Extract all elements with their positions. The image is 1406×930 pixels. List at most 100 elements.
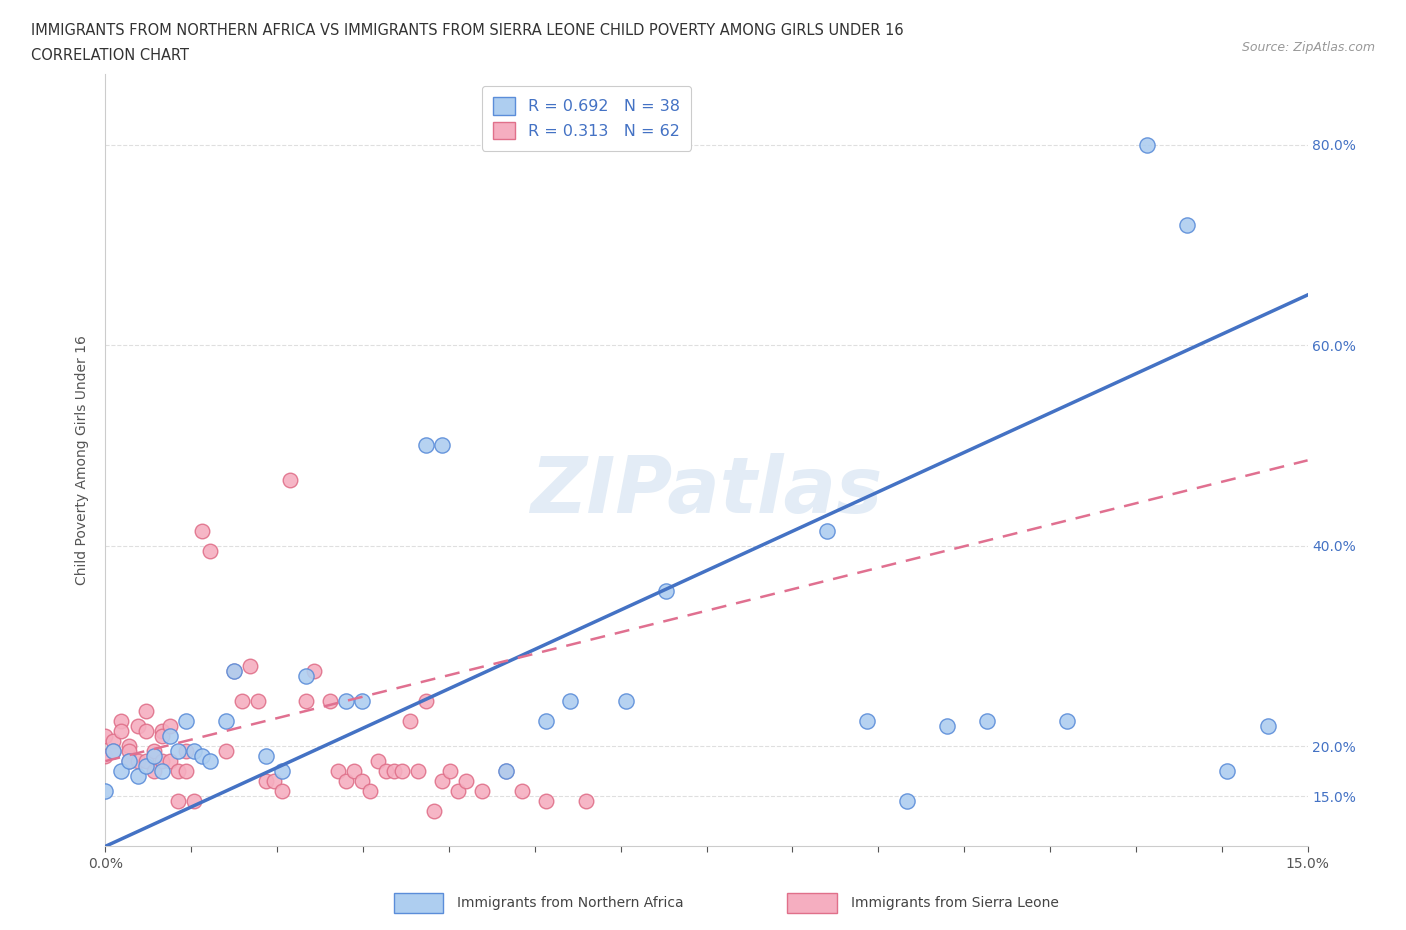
Point <box>150 728 173 743</box>
Point <box>118 753 141 768</box>
Point <box>454 774 477 789</box>
Point <box>94 728 117 743</box>
Point <box>127 769 149 784</box>
Point <box>359 784 381 799</box>
Point <box>94 784 117 799</box>
Point <box>263 774 285 789</box>
Point <box>391 764 413 778</box>
Point <box>222 663 245 678</box>
Text: CORRELATION CHART: CORRELATION CHART <box>31 48 188 63</box>
Point <box>896 793 918 808</box>
Point <box>423 804 446 818</box>
Point <box>655 583 678 598</box>
Point <box>495 764 517 778</box>
Point <box>190 749 212 764</box>
Point <box>406 764 429 778</box>
Point <box>302 663 325 678</box>
Point <box>254 749 277 764</box>
Point <box>319 694 342 709</box>
Point <box>166 764 188 778</box>
Point <box>159 728 181 743</box>
Point <box>855 713 877 728</box>
Point <box>374 764 398 778</box>
Point <box>135 759 157 774</box>
Point <box>1216 764 1239 778</box>
Point <box>430 774 453 789</box>
Point <box>142 749 165 764</box>
Text: Immigrants from Sierra Leone: Immigrants from Sierra Leone <box>851 896 1059 910</box>
Point <box>495 764 517 778</box>
Point <box>127 753 149 768</box>
Point <box>118 738 141 753</box>
Point <box>246 694 269 709</box>
Point <box>430 438 453 453</box>
Point <box>231 694 253 709</box>
Point <box>142 744 165 759</box>
Point <box>1136 137 1159 152</box>
Point <box>214 713 236 728</box>
Point <box>295 694 318 709</box>
Point <box>295 669 318 684</box>
Point <box>976 713 998 728</box>
Point <box>534 793 557 808</box>
Point <box>150 764 173 778</box>
Point <box>222 663 245 678</box>
Point <box>270 784 292 799</box>
Point <box>447 784 470 799</box>
Point <box>135 753 157 768</box>
Legend: R = 0.692   N = 38, R = 0.313   N = 62: R = 0.692 N = 38, R = 0.313 N = 62 <box>481 86 692 151</box>
Point <box>159 719 181 734</box>
Point <box>510 784 533 799</box>
Point <box>118 744 141 759</box>
Text: ZIPatlas: ZIPatlas <box>530 453 883 529</box>
Point <box>1056 713 1078 728</box>
Point <box>103 734 125 749</box>
Point <box>190 523 212 538</box>
Text: IMMIGRANTS FROM NORTHERN AFRICA VS IMMIGRANTS FROM SIERRA LEONE CHILD POVERTY AM: IMMIGRANTS FROM NORTHERN AFRICA VS IMMIG… <box>31 23 904 38</box>
Point <box>198 753 221 768</box>
Point <box>174 764 197 778</box>
Point <box>560 694 582 709</box>
Point <box>135 703 157 718</box>
Y-axis label: Child Poverty Among Girls Under 16: Child Poverty Among Girls Under 16 <box>76 336 90 585</box>
Point <box>183 793 205 808</box>
Point <box>367 753 389 768</box>
Point <box>278 473 301 488</box>
Point <box>350 694 373 709</box>
Point <box>1257 719 1279 734</box>
Point <box>214 744 236 759</box>
Point <box>94 749 117 764</box>
Point <box>166 744 188 759</box>
Point <box>415 438 437 453</box>
Point <box>150 753 173 768</box>
Text: Source: ZipAtlas.com: Source: ZipAtlas.com <box>1241 41 1375 54</box>
Point <box>575 793 598 808</box>
Point <box>110 764 132 778</box>
Point <box>382 764 405 778</box>
Point <box>135 724 157 738</box>
Point <box>174 744 197 759</box>
Point <box>142 764 165 778</box>
Point <box>110 724 132 738</box>
Point <box>174 713 197 728</box>
Point <box>127 719 149 734</box>
Point <box>198 543 221 558</box>
Point <box>350 774 373 789</box>
Text: Immigrants from Northern Africa: Immigrants from Northern Africa <box>457 896 683 910</box>
Point <box>335 694 357 709</box>
Point <box>254 774 277 789</box>
Point <box>118 753 141 768</box>
Point <box>326 764 349 778</box>
Point <box>166 793 188 808</box>
Point <box>815 523 838 538</box>
Point <box>936 719 959 734</box>
Point <box>239 658 262 673</box>
Point <box>159 753 181 768</box>
Point <box>270 764 292 778</box>
Point <box>616 694 638 709</box>
Point <box>110 713 132 728</box>
Point <box>150 724 173 738</box>
Point <box>183 744 205 759</box>
Point <box>534 713 557 728</box>
Point <box>1177 218 1199 232</box>
